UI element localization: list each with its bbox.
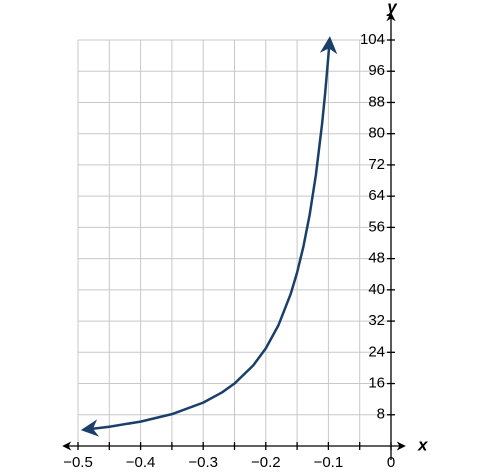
x-tick-label: −0.3	[188, 454, 218, 471]
y-tick-label: 88	[368, 93, 385, 110]
y-tick-label: 48	[368, 250, 385, 267]
y-tick-label: 56	[368, 218, 385, 235]
x-tick-label: −0.1	[314, 454, 344, 471]
y-axis-label: y	[386, 0, 398, 16]
x-tick-label: −0.4	[126, 454, 156, 471]
y-tick-label: 64	[368, 187, 385, 204]
y-tick-label: 72	[368, 156, 385, 173]
curve	[80, 36, 338, 437]
y-tick-label: 96	[368, 62, 385, 79]
y-tick-label: 104	[360, 31, 385, 48]
x-axis-label: x	[417, 435, 429, 454]
y-tick-label: 16	[368, 375, 385, 392]
y-tick-label: 8	[377, 406, 385, 423]
x-tick-label: 0	[387, 454, 395, 471]
y-tick-label: 24	[368, 343, 385, 360]
y-tick-label: 40	[368, 281, 385, 298]
x-tick-label: −0.2	[251, 454, 281, 471]
y-tick-label: 32	[368, 312, 385, 329]
y-tick-label: 80	[368, 125, 385, 142]
x-tick-label: −0.5	[63, 454, 93, 471]
grid	[77, 39, 392, 446]
